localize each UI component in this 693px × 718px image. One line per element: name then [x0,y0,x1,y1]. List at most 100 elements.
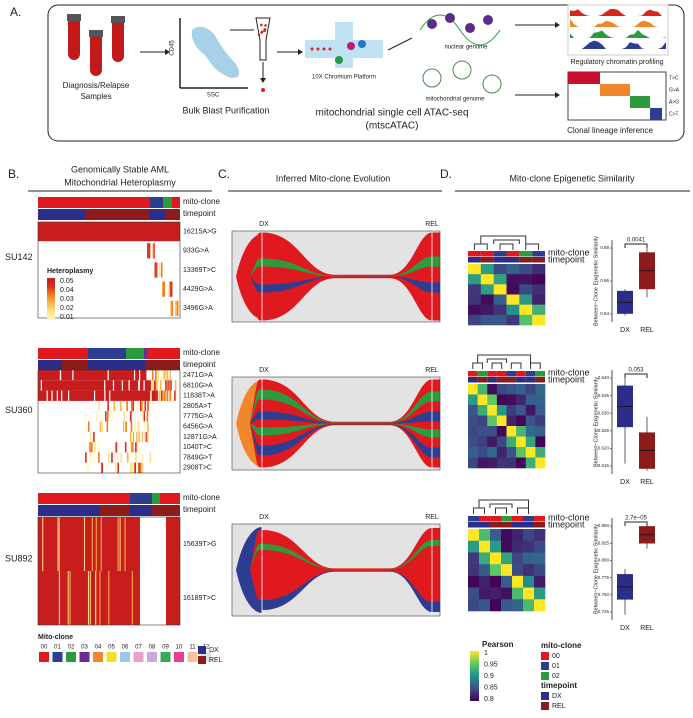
corr-cell [493,264,507,275]
fish-clone [250,256,440,277]
clone-bar [160,493,180,504]
corr-cell [490,587,502,600]
label: 11 [189,645,196,651]
arrow-head [298,49,303,55]
heat-cell [126,452,129,463]
corr-cell [468,284,482,295]
heat-cell [163,281,165,297]
heat-cell [164,390,166,401]
corr-cell [501,540,513,553]
label: mito-clone [183,493,220,502]
fish-clone [250,423,440,458]
corr-cell [516,384,527,395]
heat-cell [95,517,97,571]
label: timepoint [548,374,585,384]
heat-cell [130,421,133,432]
label: 10X Chromium Platform [312,75,376,81]
label: 0.02 [60,305,74,312]
heat-cell [110,411,113,422]
corr-cell [532,274,546,285]
legend-swatch [541,702,549,710]
label: DX [620,625,630,632]
label: mito-clone [548,367,590,377]
clone-bar [532,251,545,257]
corr-cell [506,415,517,427]
label: C. [218,167,230,181]
corr-cell [468,384,478,395]
corr-cell [477,405,488,416]
corr-cell [490,529,502,542]
heat-cell [155,370,157,381]
timepoint-bar [496,377,507,383]
dendrogram [495,507,507,514]
label: 0.0041 [627,238,646,244]
heat-cell [136,400,139,412]
heat-cell [149,452,152,463]
corr-cell [468,599,480,612]
corr-cell [506,447,517,458]
tube-cap [67,14,81,21]
heat-cell [108,452,110,463]
lineage-block [650,108,662,120]
label: mito-clone [183,197,220,206]
heat-cell [67,571,69,625]
heat-cell [115,442,118,453]
legend-swatch [147,652,157,662]
corr-cell [477,415,488,427]
legend-swatch [198,646,206,654]
corr-cell [493,314,507,326]
corr-cell [479,564,491,577]
fish-clone [250,276,440,293]
label: 0.88 [600,245,609,250]
label: REL [425,514,439,521]
label: Bulk Blast Purification [182,105,269,115]
bead [347,42,355,50]
label: 0.053 [628,368,644,374]
label: 02 [68,645,75,651]
heat-cell [155,390,158,401]
corr-cell [490,540,502,553]
heat-cell [143,421,146,432]
corr-cell [512,529,524,542]
heat-cell [146,431,148,443]
heat-cell [161,262,163,278]
lineage-block [568,72,600,84]
clone-bar [535,371,545,377]
heat-cell [119,400,122,412]
dendrogram [472,362,483,369]
label: 00 [41,645,48,651]
corr-cell [468,564,480,577]
heat-cell [162,390,165,401]
heat-cell [169,281,172,297]
timepoint-bar [506,257,520,263]
heat-cell [67,390,70,401]
corr-cell [501,564,513,577]
corr-cell [480,294,494,305]
heat-cell [104,411,107,422]
label: timepoint [183,360,216,369]
heat-cell [174,390,176,401]
tube-cap [111,16,125,23]
label: A. [10,5,21,19]
heat-cell [151,370,154,381]
heat-cell [87,462,89,473]
tube [90,36,102,76]
corr-cell [535,394,546,406]
legend-swatch [79,652,90,662]
heat-cell [134,452,137,463]
corr-cell [480,264,494,275]
fish-clone [250,570,440,612]
label: (mtscATAC) [366,121,419,132]
bead [322,47,326,51]
timepoint-bar [535,377,545,383]
heat-cell [85,411,87,422]
corr-cell [479,552,491,565]
corr-cell [468,294,482,305]
heat-cell [171,300,174,316]
label: mito-clone [548,247,590,257]
corr-cell [525,405,536,416]
heat-cell [96,411,98,422]
corr-cell [496,415,507,427]
tube [255,17,271,61]
heat-cell [126,400,128,412]
